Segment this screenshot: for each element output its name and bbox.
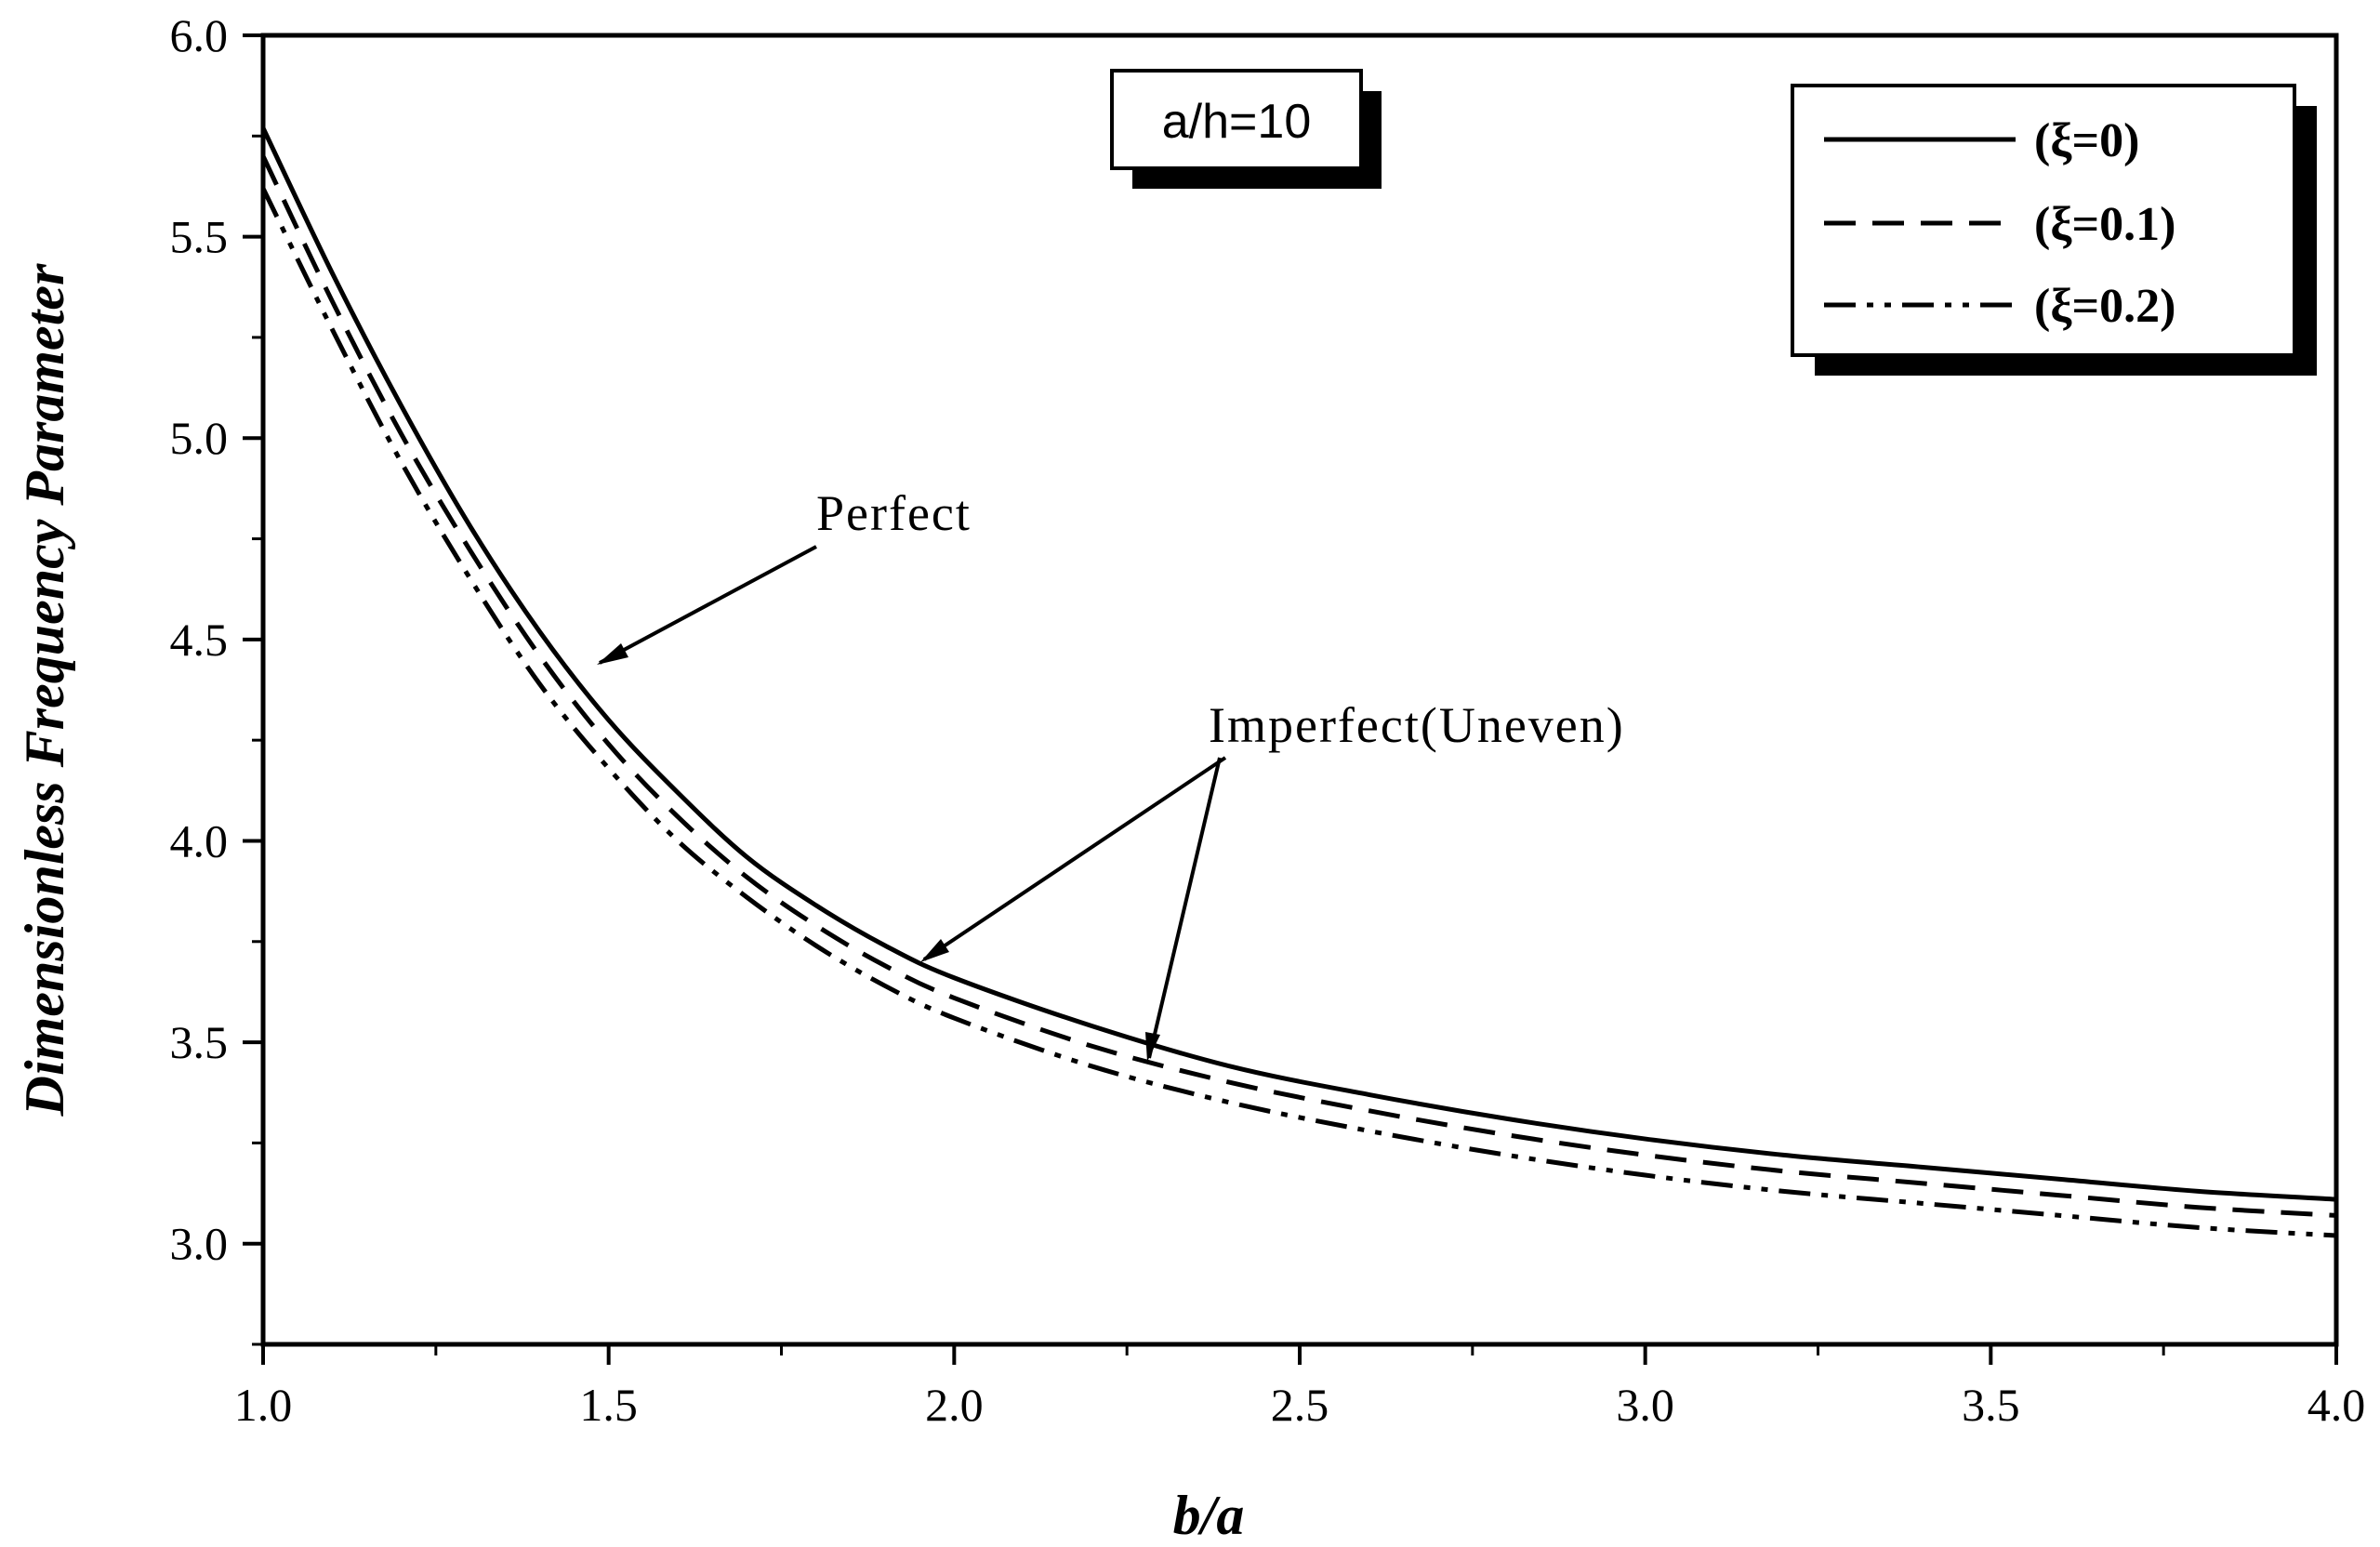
series-line-1 <box>260 126 2337 1202</box>
legend-label-3: (ξ=0.2) <box>2034 280 2175 333</box>
y-tick-label: 5.5 <box>170 211 229 263</box>
y-tick-label: 4.0 <box>170 814 229 866</box>
legend-label-2: (ξ=0.1) <box>2034 198 2175 251</box>
x-tick-label: 2.5 <box>1271 1379 1329 1431</box>
x-tick-label: 2.0 <box>925 1379 984 1431</box>
ticks-layer: 1.0 1.5 2.0 2.5 3.0 3.5 4.0 3.0 3.5 4.0 4.5 5.0 5.5 6… <box>170 9 2366 1431</box>
parameter-box-label: a/h=10 <box>1162 95 1312 149</box>
annotation-imperfect-arrow-1 <box>922 756 1227 961</box>
y-tick-label: 4.5 <box>170 614 229 666</box>
annotation-perfect-arrow <box>599 545 817 665</box>
annotation-imperfect-arrowhead-1 <box>920 939 949 962</box>
legend-items: (ξ=0) (ξ=0.1) (ξ=0.2) <box>1824 114 2175 333</box>
x-tick-label: 1.5 <box>579 1379 638 1431</box>
x-tick-label: 4.0 <box>2307 1379 2366 1431</box>
annotation-imperfect-arrowhead-2 <box>1145 1032 1160 1062</box>
legend-label-1: (ξ=0) <box>2034 114 2139 167</box>
y-tick-label: 6.0 <box>170 9 229 61</box>
y-tick-label: 3.0 <box>170 1218 229 1270</box>
legend: (ξ=0) (ξ=0.1) (ξ=0.2) <box>1791 84 2317 376</box>
annotation-perfect: Perfect <box>816 485 972 541</box>
annotation-perfect-arrowhead <box>597 643 628 665</box>
parameter-box: a/h=10 <box>1110 69 1382 189</box>
x-tick-label: 3.5 <box>1962 1379 2020 1431</box>
annotation-imperfect-arrow-2 <box>1147 757 1222 1059</box>
x-tick-label: 3.0 <box>1616 1379 1674 1431</box>
y-tick-label: 3.5 <box>170 1016 229 1068</box>
y-axis-title: Dimensionless Frequency Parameter <box>14 263 75 1117</box>
parameter-box-frame <box>1110 69 1363 170</box>
legend-frame <box>1791 84 2296 357</box>
annotation-imperfect: Imperfect(Uneven) <box>1209 697 1625 753</box>
x-tick-label: 1.0 <box>234 1379 293 1431</box>
x-axis-title: b/a <box>1173 1485 1245 1546</box>
y-tick-label: 5.0 <box>170 412 229 464</box>
series-layer <box>260 126 2337 1238</box>
series-line-2 <box>260 154 2337 1218</box>
series-line-3 <box>260 187 2337 1238</box>
